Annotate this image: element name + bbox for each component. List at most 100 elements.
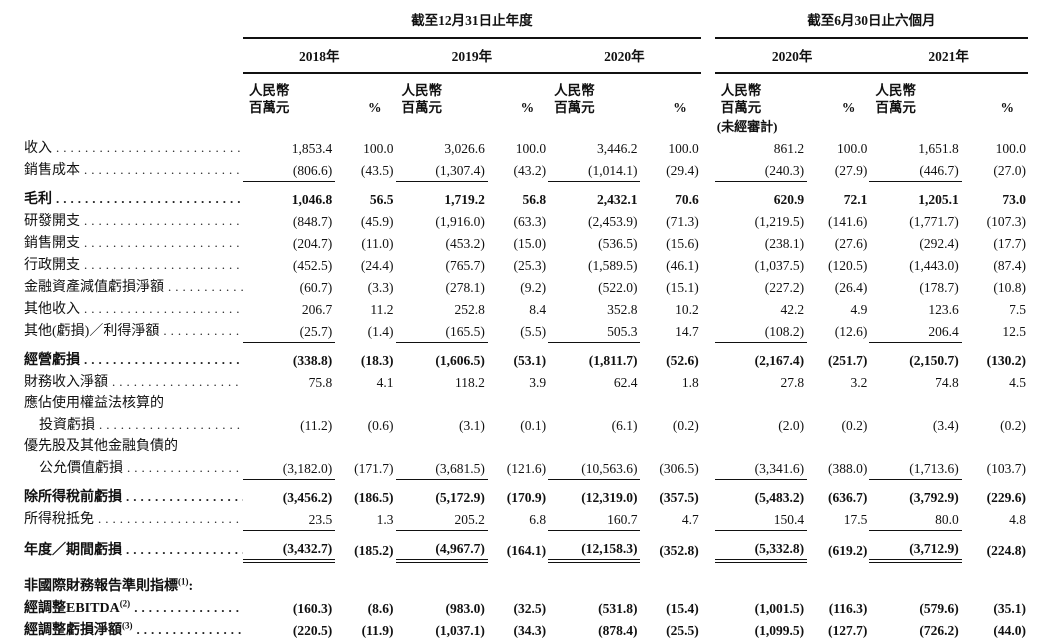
row-label: 優先股及其他金融負債的 (0, 436, 243, 457)
dot-leader (84, 159, 243, 181)
pct-cell: (170.9) (506, 490, 547, 505)
period-title-annual: 截至12月31日止年度 (242, 10, 701, 39)
pct-cell (335, 576, 395, 597)
amount-cell: (1,916.0) (435, 214, 485, 229)
amount-cell: (238.1) (764, 236, 805, 251)
pct-cell: (0.2) (672, 418, 699, 433)
pct-cell: (24.4) (360, 258, 394, 273)
pct-cell (640, 576, 700, 597)
table-row: 經營虧損 (338.8) (18.3) (1,606.5) (53.1) (1,811.7… (0, 342, 1028, 371)
pct-cell: (120.5) (827, 258, 868, 273)
footnote-marker: (2) (119, 597, 131, 608)
pct-cell: (15.6) (666, 236, 699, 251)
unit-header-amount: 人民幣 百萬元 (720, 83, 762, 115)
pct-cell: (27.9) (834, 163, 868, 178)
pct-cell: (107.3) (986, 214, 1026, 229)
dot-leader (112, 371, 243, 393)
table-row: 收入 1,853.4 100.0 3,026.6 100.0 3,446.2 100.0 86… (0, 137, 1028, 159)
pct-cell: (388.0) (827, 461, 868, 476)
row-label-text: 行政開支 (24, 258, 80, 273)
pct-cell: (636.7) (827, 490, 868, 505)
row-label-text: 財務收入淨額 (24, 375, 108, 390)
amount-cell: (453.2) (445, 236, 485, 251)
dot-leader (84, 232, 243, 254)
dot-leader (56, 188, 243, 210)
row-label: 公允價值虧損 (0, 457, 243, 479)
amount-cell: (1,811.7) (588, 353, 638, 368)
amount-cell: (12,158.3) (548, 530, 641, 563)
pct-cell: (45.9) (360, 214, 394, 229)
row-label-text: 毛利 (24, 192, 52, 207)
amount-cell: (1,099.5) (754, 622, 805, 638)
pct-cell (488, 393, 548, 414)
pct-cell: (103.7) (986, 461, 1026, 476)
pct-cell: (53.1) (513, 353, 547, 368)
pct-cell: 1.8 (681, 375, 699, 390)
row-label-text: 其他收入 (24, 302, 80, 317)
amount-cell: 27.8 (780, 375, 805, 390)
row-label-text: 所得稅抵免 (24, 512, 94, 527)
table-row: 銷售開支 (204.7) (11.0) (453.2) (15.0) (536.5) (15… (0, 232, 1028, 254)
amount-cell: (452.5) (292, 258, 333, 273)
year-header-2018: 2018年 (242, 38, 396, 74)
period-header-row: 截至12月31日止年度 截至6月30日止六個月 (0, 10, 1028, 39)
pct-cell: (3.3) (367, 280, 394, 295)
pct-cell: 4.7 (681, 512, 699, 527)
amount-cell: 1,719.2 (444, 192, 485, 207)
row-label: 銷售開支 (0, 232, 243, 254)
row-label-text: 年度／期間虧損 (24, 542, 122, 558)
pct-cell: (121.6) (506, 461, 547, 476)
amount-cell (715, 393, 807, 414)
table-row: 優先股及其他金融負債的 (0, 436, 1028, 457)
amount-cell: (227.2) (764, 280, 805, 295)
amount-cell: (5,172.9) (435, 490, 485, 505)
column-gap (701, 118, 715, 137)
amount-cell: (2,453.9) (587, 214, 638, 229)
pct-cell: 10.2 (675, 302, 699, 317)
pct-cell: 12.5 (1002, 324, 1026, 339)
pct-cell: (185.2) (354, 542, 394, 558)
column-gap (701, 276, 715, 298)
amount-cell: (1,037.1) (435, 622, 485, 638)
pct-cell (962, 393, 1028, 414)
table-row: 除所得稅前虧損 (3,456.2) (186.5) (5,172.9) (170.9) (… (0, 479, 1028, 508)
table-row: 毛利 1,046.8 56.5 1,719.2 56.8 2,432.1 70.6 620.9… (0, 181, 1028, 210)
pct-cell: (87.4) (993, 258, 1026, 273)
pct-cell: 100.0 (668, 141, 699, 156)
amount-cell: 74.8 (935, 375, 959, 390)
pct-cell: 3.9 (529, 375, 547, 390)
row-label: 經營虧損 (0, 342, 243, 371)
pct-cell (335, 436, 395, 457)
pct-cell: (9.2) (520, 280, 547, 295)
pct-cell: 100.0 (515, 141, 547, 156)
row-label: 投資虧損 (0, 414, 243, 436)
amount-cell: (3.4) (932, 418, 959, 433)
row-label-text: 優先股及其他金融負債的 (24, 439, 178, 454)
row-label-text: 投資虧損 (39, 418, 95, 433)
amount-cell (396, 576, 488, 597)
pct-cell: (44.0) (993, 622, 1026, 638)
unaudited-note-row: (未經審計) (0, 118, 1028, 137)
dot-leader (126, 539, 243, 561)
table-row: 投資虧損 (11.2) (0.6) (3.1) (0.1) (6.1) (0.2) (2.0)… (0, 414, 1028, 436)
amount-cell: (3,712.9) (869, 530, 962, 563)
amount-cell: (446.7) (869, 159, 962, 182)
amount-cell: (3,456.2) (282, 490, 333, 505)
amount-cell: (726.2) (919, 622, 959, 638)
pct-cell: (186.5) (354, 490, 394, 505)
amount-cell: (278.1) (445, 280, 485, 295)
amount-cell: (11.2) (300, 418, 333, 433)
year-header-row: 2018年 2019年 2020年 2020年 2021年 (0, 38, 1028, 74)
pct-cell: (5.5) (520, 324, 547, 339)
pct-cell (335, 393, 395, 414)
pct-cell: (63.3) (513, 214, 547, 229)
row-label: 研發開支 (0, 210, 243, 232)
amount-cell (396, 393, 488, 414)
table-row: 非國際財務報告準則指標(1): (0, 576, 1028, 597)
row-label-text: 經調整虧損淨額(3) (24, 619, 133, 638)
amount-cell: (10,563.6) (548, 457, 641, 480)
unit-header-pct: % (368, 100, 382, 115)
amount-cell: (5,332.8) (714, 530, 808, 563)
row-label: 金融資產減值虧損淨額 (0, 276, 243, 298)
dot-leader (127, 457, 243, 479)
